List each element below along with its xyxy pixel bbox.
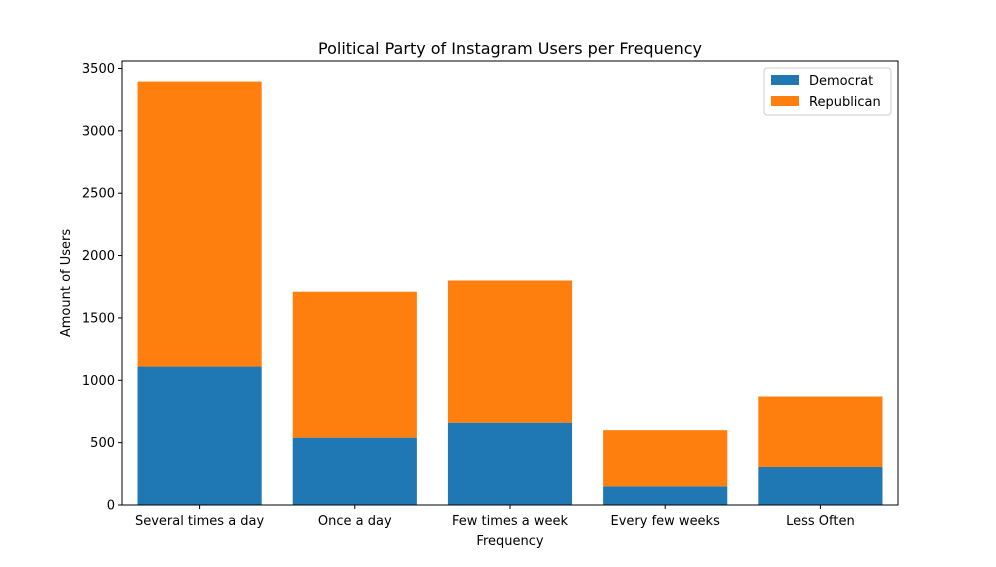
y-tick-label: 1500 (82, 311, 115, 326)
bar-republican-less-often (758, 396, 883, 467)
bar-democrat-few-times-a-week (447, 422, 573, 505)
y-tick-label: 0 (107, 499, 115, 514)
x-tick-label: Few times a week (452, 514, 569, 529)
legend-label-democrat: Democrat (809, 74, 873, 89)
y-tick-label: 500 (90, 436, 115, 451)
y-tick-label: 2500 (82, 187, 115, 202)
x-tick-label: Once a day (318, 514, 392, 529)
x-tick-label: Every few weeks (611, 514, 721, 529)
bar-republican-few-times-a-week (447, 280, 573, 423)
y-axis: 0 500 1000 1500 2000 2500 3000 3500 (82, 62, 122, 514)
y-tick-label: 3000 (82, 124, 115, 139)
bar-democrat-every-few-weeks (603, 486, 728, 505)
chart-title: Political Party of Instagram Users per F… (318, 39, 702, 58)
legend: Democrat Republican (763, 67, 892, 116)
legend-swatch-republican (771, 96, 799, 106)
x-axis-label: Frequency (476, 534, 543, 549)
bar-republican-once-a-day (292, 291, 417, 438)
bar-republican-several-times-a-day (137, 81, 262, 367)
bar-democrat-less-often (758, 466, 883, 505)
bar-democrat-once-a-day (292, 437, 417, 505)
x-tick-label: Less Often (786, 514, 855, 529)
legend-swatch-democrat (771, 75, 799, 85)
x-axis: Several times a day Once a day Few times a… (135, 505, 855, 529)
y-tick-label: 3500 (82, 62, 115, 77)
bar-democrat-several-times-a-day (137, 366, 262, 505)
y-tick-label: 1000 (82, 374, 115, 389)
bars-group (137, 81, 883, 505)
bar-republican-every-few-weeks (603, 430, 728, 487)
legend-label-republican: Republican (809, 95, 881, 110)
y-tick-label: 2000 (82, 249, 115, 264)
y-axis-label: Amount of Users (59, 229, 74, 338)
x-tick-label: Several times a day (135, 514, 265, 529)
